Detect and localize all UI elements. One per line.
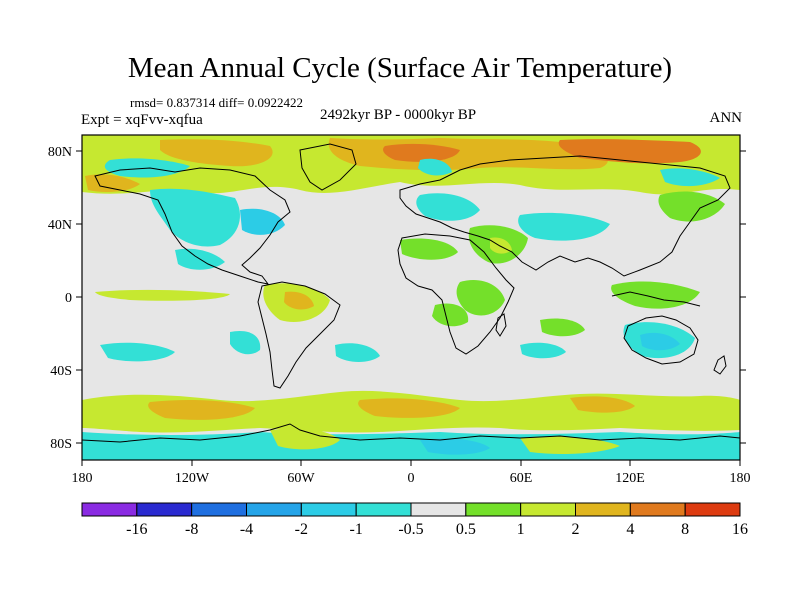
africa-coast — [397, 233, 515, 355]
antarctic-warm-patch-2 — [520, 436, 620, 454]
australia-core-cool — [640, 332, 680, 351]
period-label: 2492kyr BP - 0000kyr BP — [320, 107, 477, 123]
colorbar-box — [520, 502, 577, 517]
sahara-warm — [400, 238, 458, 260]
southern-ocean-warm-1 — [148, 400, 255, 420]
africa-east-warm — [456, 280, 505, 316]
south-america-cool — [230, 330, 261, 355]
colorbar-box — [629, 502, 686, 517]
colorbar-label: 1 — [517, 521, 525, 538]
antarctica-coast — [82, 423, 740, 443]
south-america-coast — [257, 281, 341, 389]
colorbar-label: 16 — [732, 521, 748, 538]
madagascar-coast — [495, 313, 507, 337]
colorbar-box — [684, 502, 741, 517]
colorbar-box — [355, 502, 412, 517]
colorbar-box — [246, 502, 302, 517]
colorbar-label: -1 — [350, 521, 363, 538]
colorbar-box — [410, 502, 467, 517]
antarctic-warm-patch-1 — [270, 428, 340, 450]
colorbar-box — [191, 502, 248, 517]
lat-label-80n: 80N — [48, 145, 72, 160]
antarctic-cool-band — [82, 432, 740, 460]
north-america-coast — [94, 167, 291, 285]
central-asia-cool — [518, 212, 610, 241]
lon-label-180w: 180 — [72, 471, 93, 486]
colorbar-label: -4 — [240, 521, 253, 538]
africa-south-warm — [432, 303, 469, 327]
colorbar-boxes — [81, 502, 741, 517]
eurasia-coast — [399, 155, 731, 277]
lat-label-40n: 40N — [48, 218, 72, 233]
lon-label-120e: 120E — [615, 471, 645, 486]
arctic-barents-warm — [383, 143, 460, 162]
tropical-pacific-warm — [95, 289, 230, 301]
season-label: ANN — [709, 110, 743, 126]
alaska-warm — [85, 174, 140, 192]
scandinavia-cool — [418, 158, 452, 176]
southern-ocean-warm-2 — [358, 398, 460, 418]
lon-label-180e: 180 — [730, 471, 751, 486]
anomaly-fill-layer — [82, 135, 740, 460]
longitude-axis: 180 120W 60W 0 60E 120E 180 — [72, 460, 751, 486]
rmsd-diff-stats: rmsd= 0.837314 diff= 0.0922422 — [130, 95, 303, 110]
south-pacific-cool — [100, 342, 175, 362]
colorbar-label: 4 — [626, 521, 634, 538]
colorbar-label: -0.5 — [398, 521, 423, 538]
indian-ocean-warm — [540, 318, 585, 337]
colorbar-box — [136, 502, 193, 517]
colorbar-box — [81, 502, 138, 517]
colorbar-label: 0.5 — [456, 521, 476, 538]
europe-cool — [416, 193, 480, 221]
antarctic-cool-patch — [420, 438, 490, 455]
east-asia-warm — [658, 191, 725, 222]
lon-label-60e: 60E — [510, 471, 533, 486]
lat-label-40s: 40S — [50, 364, 72, 379]
new-zealand-coast — [713, 355, 727, 375]
colorbar: -16 -8 -4 -2 -1 -0.5 0.5 1 2 4 8 16 — [81, 502, 748, 538]
colorbar-label: -8 — [185, 521, 198, 538]
experiment-label: Expt = xqFvv-xqfua — [81, 112, 203, 128]
colorbar-box — [300, 502, 357, 517]
colorbar-label: -16 — [126, 521, 147, 538]
east-siberia-cool — [660, 168, 720, 187]
colorbar-label: 2 — [572, 521, 580, 538]
indonesia-coast — [611, 291, 701, 307]
southern-ocean-warm-3 — [570, 396, 635, 413]
colorbar-box — [575, 502, 631, 517]
colorbar-label: -2 — [295, 521, 308, 538]
greenland-coast — [299, 143, 357, 191]
south-atlantic-cool — [335, 343, 380, 362]
coastlines — [82, 143, 740, 443]
chart-title: Mean Annual Cycle (Surface Air Temperatu… — [127, 52, 673, 84]
lon-label-120w: 120W — [175, 471, 210, 486]
south-indian-cool — [520, 342, 566, 359]
australia-coast — [623, 315, 699, 365]
latitude-axis: 80N 40N 0 40S 80S — [48, 145, 746, 452]
colorbar-labels: -16 -8 -4 -2 -1 -0.5 0.5 1 2 4 8 16 — [126, 521, 748, 538]
lon-label-0: 0 — [408, 471, 415, 486]
amazon-core-warm — [284, 291, 314, 310]
lat-label-0: 0 — [65, 291, 72, 306]
colorbar-label: 8 — [681, 521, 689, 538]
lat-label-80s: 80S — [50, 437, 72, 452]
colorbar-box — [465, 502, 522, 517]
arctic-canada-warm — [160, 139, 273, 167]
lon-label-60w: 60W — [287, 471, 315, 486]
